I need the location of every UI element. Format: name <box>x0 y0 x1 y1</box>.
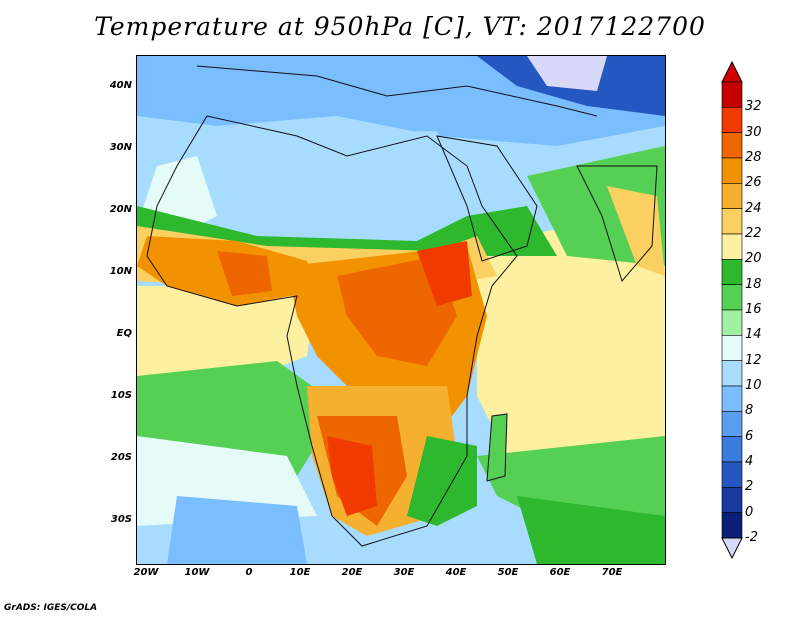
colorbar-tick-label: 8 <box>745 403 754 419</box>
lat-label-40n: 40N <box>109 80 132 91</box>
lat-label-30s: 30S <box>110 514 132 525</box>
colorbar-tick-label: 18 <box>745 276 762 292</box>
colorbar-tick-label: 6 <box>745 428 754 444</box>
atlantic-cool-patch <box>167 496 307 564</box>
lon-label-0: 0 <box>245 567 253 578</box>
lat-label-eq: EQ <box>116 328 132 339</box>
colorbar-swatch <box>721 385 743 412</box>
colorbar <box>721 60 743 560</box>
kalahari-extreme <box>327 436 377 516</box>
colorbar-tick-label: -2 <box>745 530 758 545</box>
colorbar-swatch <box>721 335 743 361</box>
colorbar-tick-label: 20 <box>745 251 762 267</box>
map-title: Temperature at 950hPa [C], VT: 201712270… <box>94 12 706 41</box>
lon-label-70e: 70E <box>601 567 623 578</box>
colorbar-tick-label: 12 <box>745 352 762 368</box>
indian-ocean-warm <box>477 206 665 486</box>
temperature-field <box>137 56 665 564</box>
lat-label-10s: 10S <box>110 390 132 401</box>
madagascar <box>487 414 507 481</box>
colorbar-swatch <box>721 208 743 235</box>
colorbar-swatch <box>721 487 743 513</box>
colorbar-tick-label: 10 <box>745 378 762 393</box>
europe-outline <box>196 65 598 117</box>
lon-label-40e: 40E <box>445 567 467 578</box>
madagascar-outline <box>486 413 508 482</box>
colorbar-tick-label: 4 <box>745 454 754 469</box>
colorbar-tick-label: 22 <box>745 226 762 241</box>
lon-label-10w: 10W <box>184 567 210 578</box>
central-africa-hottest <box>337 256 457 366</box>
arabia-outline <box>436 135 538 262</box>
colorbar-swatch <box>721 411 743 437</box>
lon-label-20w: 20W <box>133 567 159 578</box>
lat-label-30n: 30N <box>109 142 132 153</box>
colorbar-tick-label: 0 <box>745 504 754 520</box>
colorbar-min-arrow <box>721 537 743 560</box>
credit-text: GrADS: IGES/COLA <box>4 603 98 613</box>
indian-ocean-south-green <box>517 496 665 564</box>
colorbar-swatch <box>721 360 743 387</box>
colorbar-swatch <box>721 436 743 463</box>
colorbar-tick-label: 26 <box>745 175 762 191</box>
southeast-africa-green <box>407 436 477 526</box>
lon-label-10e: 10E <box>289 567 311 578</box>
north-freezing-patch <box>527 56 607 91</box>
colorbar-swatch <box>721 183 743 209</box>
colorbar-swatch <box>721 132 743 159</box>
colorbar-swatch <box>721 512 743 539</box>
colorbar-tick-label: 24 <box>745 200 762 216</box>
colorbar-swatch <box>721 461 743 488</box>
lon-label-60e: 60E <box>549 567 571 578</box>
lon-label-50e: 50E <box>497 567 519 578</box>
colorbar-swatch <box>721 259 743 285</box>
lat-label-10n: 10N <box>109 266 132 277</box>
colorbar-tick-label: 2 <box>745 479 754 495</box>
colorbar-swatch <box>721 233 743 260</box>
temperature-map <box>136 55 666 565</box>
india-outline <box>576 165 658 283</box>
colorbar-swatch <box>721 309 743 336</box>
colorbar-swatch <box>721 107 743 133</box>
east-africa-extreme <box>417 241 472 306</box>
west-africa-hottest <box>217 251 272 296</box>
colorbar-tick-label: 16 <box>745 302 762 317</box>
lon-label-20e: 20E <box>341 567 363 578</box>
colorbar-swatch <box>721 284 743 311</box>
colorbar-tick-label: 32 <box>745 99 762 115</box>
colorbar-tick-label: 28 <box>745 150 762 165</box>
lat-label-20s: 20S <box>110 452 132 463</box>
lon-label-30e: 30E <box>393 567 415 578</box>
colorbar-swatch <box>721 157 743 184</box>
colorbar-max-arrow <box>721 60 743 83</box>
india-warm <box>607 186 665 276</box>
colorbar-swatch <box>721 81 743 108</box>
sahara-cool <box>177 131 467 241</box>
lat-label-20n: 20N <box>109 204 132 215</box>
africa-coastline <box>146 115 518 547</box>
colorbar-tick-label: 14 <box>745 327 762 343</box>
colorbar-tick-label: 30 <box>745 124 762 140</box>
